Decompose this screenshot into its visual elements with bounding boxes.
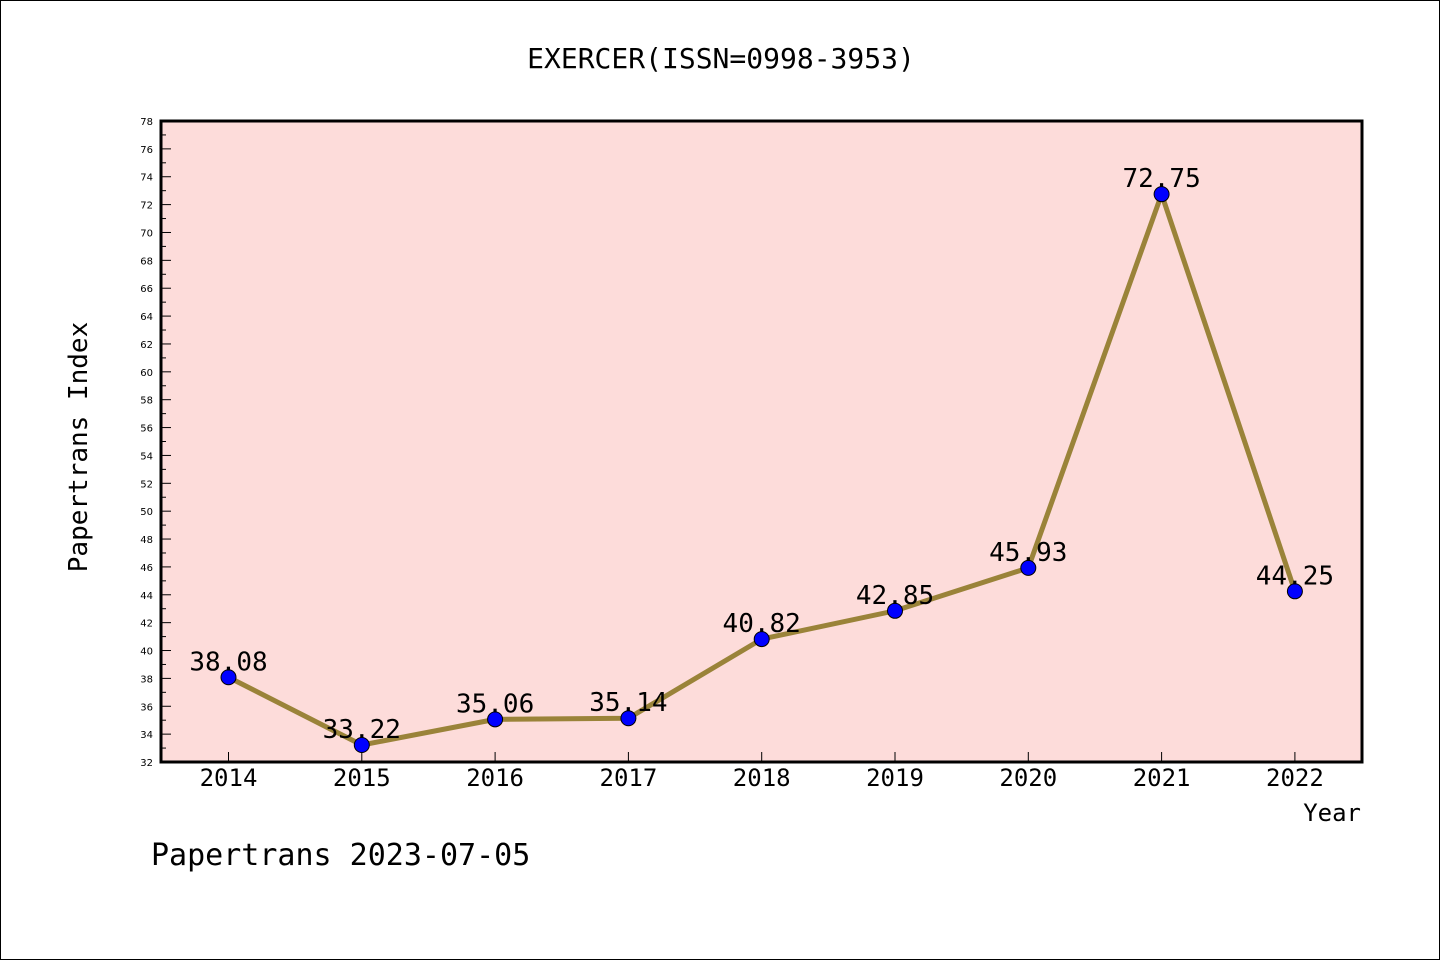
x-tick-label: 2014 xyxy=(200,764,258,792)
y-tick-label: 66 xyxy=(140,284,153,295)
data-label: 40.82 xyxy=(723,609,801,639)
footer-watermark: Papertrans 2023-07-05 xyxy=(151,838,530,873)
data-label: 38.08 xyxy=(189,647,267,677)
y-tick-label: 42 xyxy=(140,619,153,630)
y-tick-label: 36 xyxy=(140,702,153,713)
x-tick-label: 2022 xyxy=(1266,764,1324,792)
x-tick-label: 2015 xyxy=(333,764,391,792)
x-axis-label: Year xyxy=(1303,799,1361,827)
x-tick-label: 2017 xyxy=(600,764,658,792)
data-point xyxy=(1020,559,1037,576)
y-tick-label: 48 xyxy=(140,535,153,546)
y-axis: 32 34 36 38 40 42 44 46 48 50 52 54 56 58 60 62 64 66 68 70… xyxy=(140,117,171,769)
chart-title: EXERCER(ISSN=0998-3953) xyxy=(527,42,915,75)
data-label: 72.75 xyxy=(1122,164,1200,194)
y-axis-label: Papertrans Index xyxy=(64,322,94,572)
data-label: 35.14 xyxy=(589,688,667,718)
y-tick-label: 40 xyxy=(140,647,153,658)
x-tick-label: 2018 xyxy=(733,764,791,792)
y-tick-label: 62 xyxy=(140,340,153,351)
x-tick-label: 2019 xyxy=(866,764,924,792)
y-tick-label: 54 xyxy=(140,451,153,462)
y-tick-label: 58 xyxy=(140,396,153,407)
y-tick-label: 60 xyxy=(140,368,153,379)
y-tick-label: 78 xyxy=(140,117,153,128)
y-tick-label: 46 xyxy=(140,563,153,574)
data-point xyxy=(620,710,637,727)
data-point xyxy=(353,736,370,753)
data-labels: 38.08 33.22 35.06 35.14 40.82 42.85 45.93 72.75… xyxy=(189,164,1334,745)
y-tick-label: 56 xyxy=(140,424,153,435)
data-label: 35.06 xyxy=(456,689,534,719)
y-tick-label: 38 xyxy=(140,674,153,685)
data-label: 42.85 xyxy=(856,581,934,611)
x-tick-label: 2016 xyxy=(466,764,524,792)
data-point xyxy=(1286,583,1303,600)
y-tick-label: 32 xyxy=(140,758,153,769)
data-label: 44.25 xyxy=(1256,561,1334,591)
data-point xyxy=(487,711,504,728)
x-tick-label: 2020 xyxy=(999,764,1057,792)
y-tick-label: 68 xyxy=(140,256,153,267)
y-tick-label: 64 xyxy=(140,312,153,323)
y-tick-label: 74 xyxy=(140,173,153,184)
series-papertrans-index xyxy=(220,186,1303,753)
y-tick-label: 34 xyxy=(140,730,153,741)
plot-area xyxy=(161,121,1362,762)
y-tick-label: 70 xyxy=(140,228,153,239)
y-tick-label: 44 xyxy=(140,591,153,602)
data-label: 33.22 xyxy=(323,715,401,745)
data-point xyxy=(220,669,237,686)
y-tick-label: 76 xyxy=(140,145,153,156)
y-tick-label: 52 xyxy=(140,479,153,490)
data-point xyxy=(753,631,770,648)
plot-border xyxy=(159,119,1364,764)
x-axis: 2014 2015 2016 2017 2018 2019 2020 2021 2022 xyxy=(200,752,1324,792)
y-tick-label: 50 xyxy=(140,507,153,518)
data-point xyxy=(887,602,903,619)
x-tick-label: 2021 xyxy=(1133,764,1191,792)
data-label: 45.93 xyxy=(989,538,1067,568)
data-point xyxy=(1153,186,1170,203)
y-tick-label: 72 xyxy=(140,201,153,212)
